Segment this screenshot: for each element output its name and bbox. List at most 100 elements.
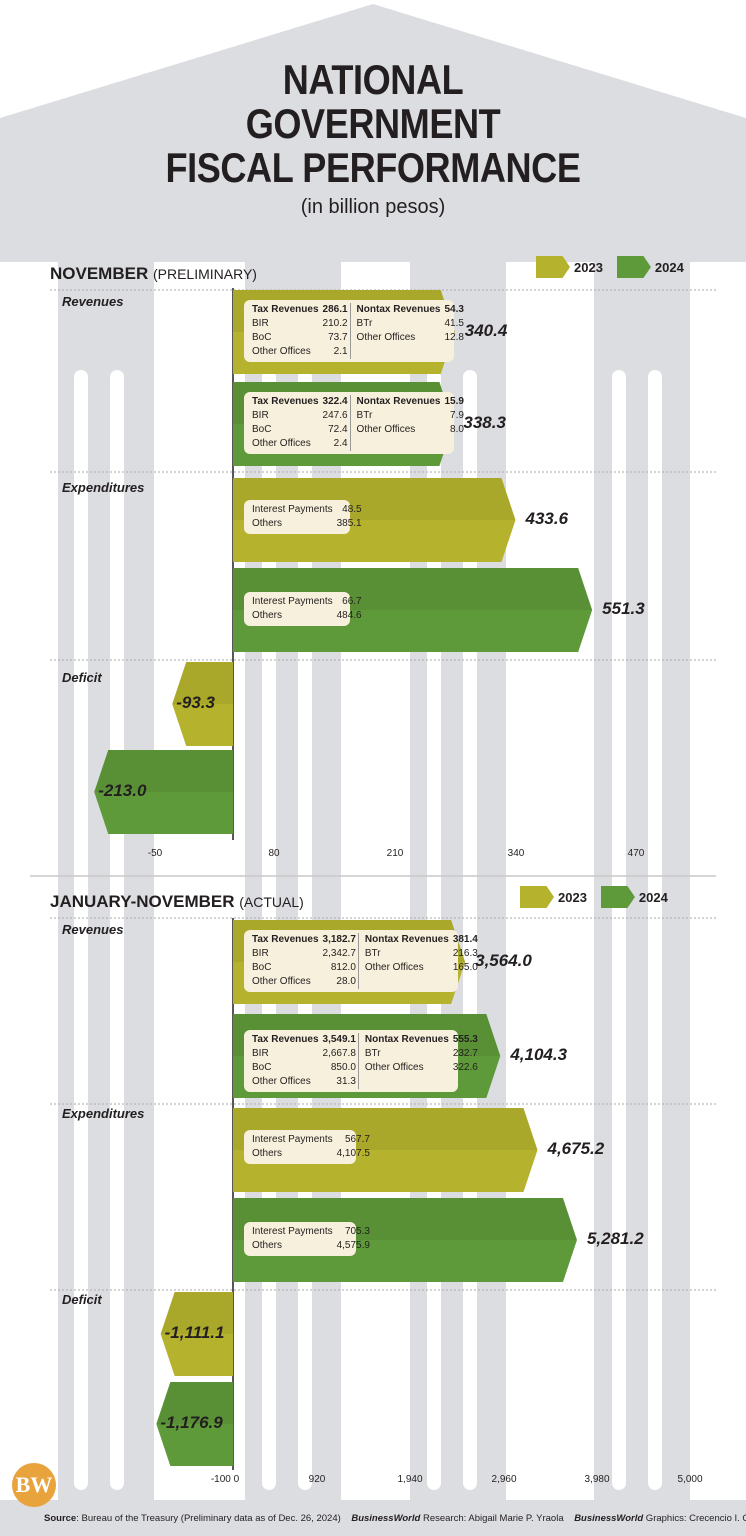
data-label: 338.3 (463, 413, 506, 432)
legend-label-2023: 2023 (558, 889, 587, 905)
graphics-text: Graphics: Crecencio I. Cruz (645, 1513, 746, 1524)
bar-2024-expenditures (233, 1198, 577, 1282)
nontax-other-label: Other Offices (357, 961, 451, 975)
btr-value: 41.5 (444, 318, 464, 329)
tax-label: Tax Revenues (252, 1034, 319, 1045)
row-label-expenditures: Expenditures (62, 480, 145, 495)
btr-label: BTr (357, 947, 451, 961)
x-tick-label: 920 (308, 1474, 326, 1485)
tax-label: Tax Revenues (252, 396, 319, 407)
title-line-3: FISCAL PERFORMANCE (165, 144, 581, 191)
tax-value: 286.1 (322, 304, 348, 315)
footer-credits: Source: Bureau of the Treasury (Prelimin… (44, 1513, 746, 1524)
nontax-other-value: 322.6 (452, 1062, 478, 1073)
others-value: 4,575.9 (336, 1240, 370, 1251)
legend-label-2024: 2024 (654, 259, 684, 275)
bir-value: 2,667.8 (322, 1048, 356, 1059)
bar-2023-expenditures (233, 478, 516, 562)
nontax-other-value: 165.0 (452, 962, 478, 973)
btr-value: 216.3 (452, 948, 478, 959)
x-tick-label: 470 (627, 848, 645, 859)
other-label: Other Offices (252, 438, 311, 449)
nontax-value: 555.3 (452, 1034, 478, 1045)
breakdown-box: Tax Revenues 3,549.1 Nontax Revenues 555.3… (244, 1030, 478, 1092)
x-tick-label: 3,980 (584, 1474, 610, 1485)
bir-value: 2,342.7 (322, 948, 356, 959)
btr-label: BTr (349, 409, 443, 423)
tax-value: 322.4 (322, 396, 348, 407)
subtitle: (in billion pesos) (300, 196, 446, 218)
legend-label-2024: 2024 (638, 889, 668, 905)
bar-shade (172, 662, 233, 704)
nontax-other-label: Other Offices (349, 331, 443, 345)
interest-label: Interest Payments (252, 1134, 333, 1145)
bir-label: BIR (252, 948, 269, 959)
legend-swatch-2024 (600, 886, 635, 908)
nontax-other-value: 12.8 (444, 332, 464, 343)
interest-value: 567.7 (344, 1134, 370, 1145)
data-label: 340.4 (464, 321, 508, 340)
nontax-value: 381.4 (452, 934, 478, 945)
other-value: 31.3 (336, 1076, 356, 1087)
legend-swatch-2023 (520, 886, 554, 908)
bir-label: BIR (252, 1048, 269, 1059)
tax-value: 3,549.1 (322, 1034, 356, 1045)
breakdown-box: Tax Revenues 286.1 Nontax Revenues 54.3 BI… (244, 300, 464, 362)
bir-label: BIR (252, 410, 269, 421)
breakdown-box: Interest Payments 705.3 Others 4,575.9 (244, 1222, 370, 1256)
nontax-value: 54.3 (444, 304, 464, 315)
boc-label: BoC (252, 1062, 272, 1073)
section-title: JANUARY-NOVEMBER (50, 892, 235, 911)
interest-value: 705.3 (344, 1226, 370, 1237)
nontax-other-value: 8.0 (450, 424, 464, 435)
x-tick-label: 340 (507, 848, 525, 859)
row-label-deficit: Deficit (62, 670, 102, 685)
research-label: BusinessWorld (351, 1513, 421, 1524)
other-value: 28.0 (336, 976, 356, 987)
bir-label: BIR (252, 318, 269, 329)
other-value: 2.4 (333, 438, 348, 449)
data-label: -1,176.9 (160, 1413, 223, 1432)
others-label: Others (252, 1240, 283, 1251)
btr-label: BTr (349, 317, 443, 331)
section-header-jan-nov: JANUARY-NOVEMBER (ACTUAL) (50, 892, 304, 912)
base-band (0, 1500, 746, 1536)
interest-label: Interest Payments (252, 1226, 333, 1237)
legend-label-2023: 2023 (574, 259, 603, 275)
legend-swatch-2024 (616, 256, 651, 278)
bar-2023-deficit (160, 1292, 233, 1376)
boc-value: 850.0 (330, 1062, 356, 1073)
tax-value: 3,182.7 (322, 934, 356, 945)
data-label: 3,564.0 (475, 951, 532, 970)
roof (0, 4, 746, 248)
legend-swatch-2023 (536, 256, 570, 278)
bar-shade (160, 1292, 233, 1334)
breakdown-box: Interest Payments 48.5 Others 385.1 (244, 500, 362, 534)
btr-value: 7.9 (450, 410, 464, 421)
boc-value: 73.7 (328, 332, 348, 343)
title-block: NATIONAL GOVERNMENT FISCAL PERFORMANCE (… (0, 58, 746, 219)
other-label: Other Offices (252, 346, 311, 357)
bar-2023-expenditures (233, 1108, 538, 1192)
nontax-label: Nontax Revenues (357, 1033, 451, 1047)
data-label: 5,281.2 (586, 1229, 644, 1248)
x-tick-label: 210 (386, 848, 404, 859)
others-value: 484.6 (336, 610, 362, 621)
tax-label: Tax Revenues (252, 934, 319, 945)
interest-label: Interest Payments (252, 504, 333, 515)
bar-2024-deficit (94, 750, 233, 834)
data-label: -1,111.1 (164, 1323, 225, 1342)
x-tick-label: 5,000 (677, 1474, 703, 1485)
x-tick-label: 1,940 (397, 1474, 423, 1485)
title-line-1: NATIONAL (282, 56, 464, 103)
tax-label: Tax Revenues (252, 304, 319, 315)
others-label: Others (252, 518, 283, 529)
other-label: Other Offices (252, 976, 311, 987)
bar-2023-deficit (172, 662, 233, 746)
x-tick-label: 80 (268, 848, 280, 859)
nontax-label: Nontax Revenues (349, 303, 443, 317)
interest-value: 66.7 (342, 596, 362, 607)
row-label-revenues: Revenues (62, 294, 124, 309)
other-label: Other Offices (252, 1076, 311, 1087)
